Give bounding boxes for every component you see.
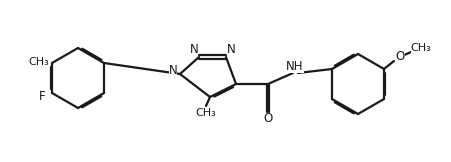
- Text: NH: NH: [285, 59, 303, 73]
- Text: CH₃: CH₃: [410, 43, 430, 53]
- Text: O: O: [263, 112, 272, 126]
- Text: F: F: [39, 89, 45, 103]
- Text: N: N: [168, 64, 177, 76]
- Text: N: N: [189, 44, 198, 57]
- Text: O: O: [395, 50, 404, 63]
- Text: N: N: [226, 44, 235, 57]
- Text: CH₃: CH₃: [28, 57, 49, 67]
- Text: CH₃: CH₃: [195, 108, 216, 118]
